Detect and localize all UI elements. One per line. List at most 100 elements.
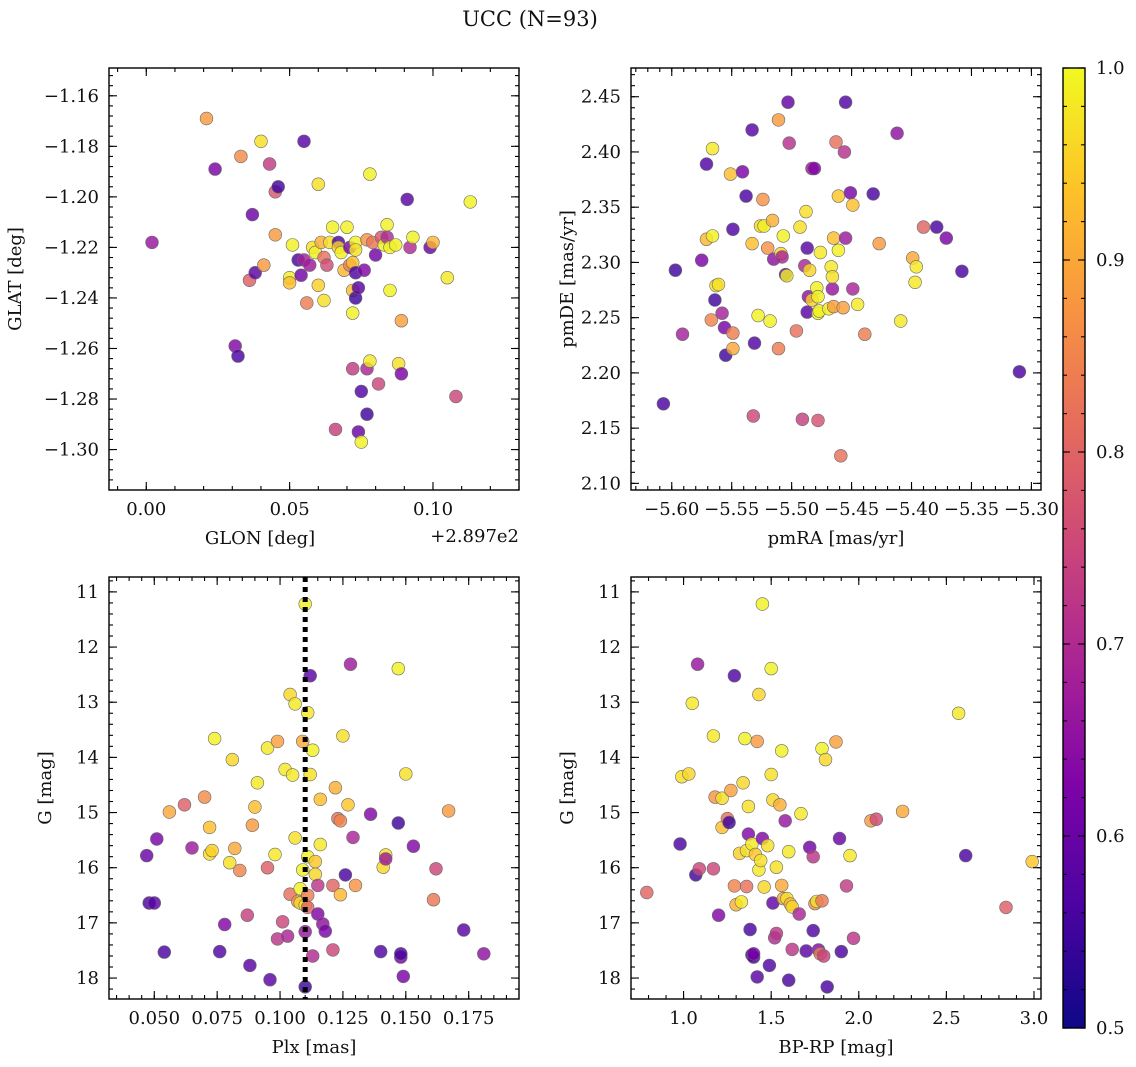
x-tick-label: −5.55 xyxy=(704,499,759,520)
scatter-point xyxy=(383,283,397,298)
scatter-point xyxy=(147,896,162,910)
axis-ticks: 1.0 1.5 2.0 2.5 3.0 11 12 13 14 15 16 17 18 xyxy=(598,577,1048,1029)
scatter-point xyxy=(282,276,297,290)
scatter-point xyxy=(738,731,752,746)
scatter-point xyxy=(727,879,742,893)
scatter-point xyxy=(722,815,736,830)
scatter-point xyxy=(955,264,969,278)
scatter-point xyxy=(406,230,420,245)
scatter-point xyxy=(668,263,683,277)
scatter-point xyxy=(682,767,696,781)
scatter-point xyxy=(711,277,726,292)
scatter-point xyxy=(778,814,792,828)
y-axis-label: GLAT [deg] xyxy=(5,227,26,331)
scatter-point xyxy=(760,838,775,853)
minor-ticks xyxy=(630,577,1041,999)
scatter-point xyxy=(363,807,378,821)
scatter-point xyxy=(233,863,247,878)
panel-pmra-pmde: −5.60 −5.55 −5.50 −5.45 −5.40 −5.35 −5.30 2.10 2… xyxy=(557,67,1059,549)
x-tick-label: 0.125 xyxy=(317,1008,369,1029)
scatter-point xyxy=(890,126,904,140)
scatter-point xyxy=(792,907,806,921)
scatter-point xyxy=(325,220,340,234)
scatter-point xyxy=(723,167,738,181)
scatter-point xyxy=(391,661,405,676)
y-tick-label: −1.18 xyxy=(44,136,99,157)
y-axis-label: G [mag] xyxy=(35,751,56,824)
y-tick-label: 18 xyxy=(598,968,621,989)
scatter-point xyxy=(747,336,762,350)
scatter-point xyxy=(150,832,164,846)
scatter-point xyxy=(275,915,290,929)
scatter-point xyxy=(326,878,340,893)
x-axis-label: GLON [deg] xyxy=(205,528,315,549)
scatter-point xyxy=(225,752,240,767)
scatter-point xyxy=(745,123,759,137)
scatter-point xyxy=(916,220,931,234)
scatter-point xyxy=(346,362,360,376)
scatter-point xyxy=(831,189,846,203)
y-tick-label: −1.28 xyxy=(44,389,99,410)
scatter-point xyxy=(781,844,796,859)
y-tick-label: 2.30 xyxy=(581,252,621,273)
x-tick-label: 0.175 xyxy=(443,1008,495,1029)
scatter-point xyxy=(306,743,320,757)
scatter-point xyxy=(317,293,331,308)
x-tick-label: 2.0 xyxy=(844,1008,873,1029)
x-tick-label: 0.10 xyxy=(413,499,453,520)
y-tick-label: 17 xyxy=(76,913,99,934)
scatter-point xyxy=(746,409,760,423)
colorbar-tick-label: 0.6 xyxy=(1096,826,1125,847)
scatter-point xyxy=(739,189,753,203)
scatter-point xyxy=(400,192,414,207)
y-tick-label: −1.22 xyxy=(44,237,99,258)
scatter-points xyxy=(140,597,491,994)
scatter-point xyxy=(866,187,880,201)
minor-ticks xyxy=(631,68,1041,490)
x-axis-label: pmRA [mas/yr] xyxy=(768,528,905,549)
scatter-point xyxy=(752,687,766,702)
scatter-point xyxy=(157,945,172,959)
scatter-point xyxy=(800,241,814,255)
panels: 0.00 0.05 0.10 −1.16 −1.18 −1.20 −1.22 −1.24 −1.… xyxy=(5,67,1059,1058)
y-tick-label: 2.20 xyxy=(581,363,621,384)
scatter-point xyxy=(869,812,883,826)
scatter-point xyxy=(379,852,393,866)
scatter-point xyxy=(271,180,285,194)
scatter-point xyxy=(477,947,491,961)
x-tick-label: 0.05 xyxy=(270,499,310,520)
x-tick-label: 3.0 xyxy=(1020,1008,1049,1029)
scatter-point xyxy=(254,134,268,149)
y-tick-label: 13 xyxy=(76,692,99,713)
scatter-point xyxy=(640,885,654,900)
scatter-point xyxy=(843,848,857,863)
scatter-point xyxy=(769,926,784,941)
scatter-point xyxy=(371,377,386,391)
scatter-point xyxy=(820,980,834,994)
scatter-point xyxy=(311,177,325,191)
scatter-point xyxy=(755,597,770,611)
scatter-point xyxy=(333,887,348,902)
scatter-point xyxy=(185,841,199,855)
scatter-point xyxy=(750,734,764,749)
scatter-point xyxy=(440,271,454,285)
scatter-point xyxy=(839,879,854,893)
scatter-point xyxy=(260,741,275,755)
y-tick-label: 15 xyxy=(598,803,621,824)
y-tick-label: 14 xyxy=(598,747,621,768)
x-tick-label: −5.30 xyxy=(1004,499,1059,520)
scatter-point xyxy=(218,917,232,932)
scatter-point xyxy=(774,878,789,893)
scatter-point xyxy=(348,878,363,893)
y-tick-label: 2.25 xyxy=(581,308,621,329)
scatter-point xyxy=(715,791,729,805)
colorbar-frame xyxy=(1062,67,1086,1029)
scatter-point xyxy=(735,165,750,179)
scatter-point xyxy=(354,384,368,399)
scatter-point xyxy=(789,324,804,338)
scatter-point xyxy=(771,113,786,127)
scatter-point xyxy=(736,776,750,790)
x-tick-label: 0.100 xyxy=(254,1008,306,1029)
x-offset-label: +2.897e2 xyxy=(430,526,519,547)
